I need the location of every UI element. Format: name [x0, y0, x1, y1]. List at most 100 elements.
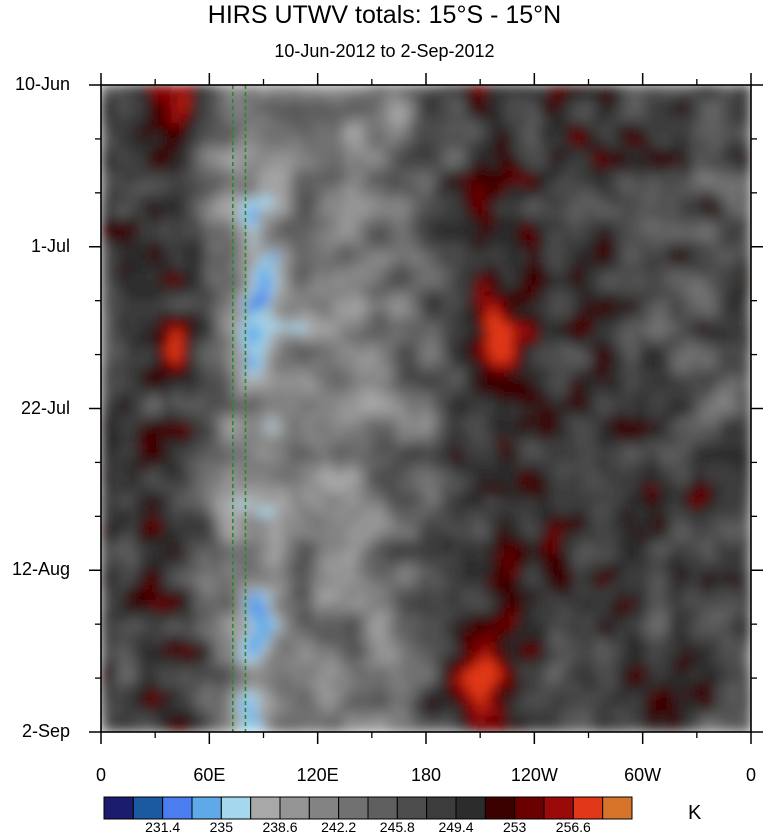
field-cell — [653, 346, 660, 356]
field-cell — [479, 354, 487, 363]
field-cell — [176, 115, 183, 125]
field-cell — [615, 192, 622, 202]
field-cell — [533, 138, 541, 148]
field-cell — [208, 269, 216, 279]
field-cell — [555, 346, 562, 356]
field-cell — [642, 261, 649, 271]
field-cell — [734, 161, 741, 171]
field-cell — [149, 300, 156, 309]
field-cell — [625, 123, 633, 132]
field-cell — [739, 300, 747, 309]
field-cell — [149, 238, 156, 248]
field-cell — [414, 292, 422, 302]
field-cell — [512, 292, 519, 302]
field-cell — [306, 300, 313, 309]
field-cell — [322, 184, 329, 194]
field-cell — [393, 192, 400, 202]
field-cell — [295, 176, 302, 186]
field-cell — [555, 323, 562, 332]
field-cell — [160, 392, 167, 402]
field-cell — [181, 246, 189, 255]
field-cell — [728, 261, 736, 271]
field-cell — [615, 392, 622, 402]
field-cell — [658, 146, 665, 155]
field-cell — [219, 207, 227, 217]
field-cell — [306, 130, 313, 140]
field-cell — [588, 238, 595, 248]
field-cell — [501, 284, 508, 294]
field-cell — [571, 392, 579, 402]
field-cell — [192, 315, 199, 325]
field-cell — [669, 392, 676, 402]
field-cell — [230, 153, 237, 163]
field-cell — [674, 99, 682, 109]
field-cell — [647, 346, 654, 356]
field-cell — [447, 346, 454, 356]
field-cell — [279, 85, 286, 94]
field-cell — [317, 123, 324, 132]
field-cell — [252, 92, 259, 101]
field-cell — [495, 284, 503, 294]
field-cell — [636, 192, 644, 202]
field-cell — [279, 330, 286, 340]
field-cell — [187, 176, 194, 186]
field-cell — [663, 323, 671, 332]
field-cell — [598, 115, 606, 125]
field-cell — [463, 215, 470, 225]
field-cell — [235, 315, 243, 325]
field-cell — [447, 138, 454, 148]
field-cell — [122, 130, 129, 140]
field-cell — [663, 384, 671, 394]
field-cell — [701, 146, 709, 155]
field-cell — [425, 85, 432, 94]
field-cell — [566, 115, 573, 125]
field-cell — [170, 315, 178, 325]
field-cell — [728, 107, 736, 117]
field-cell — [523, 284, 530, 294]
field-cell — [707, 169, 714, 178]
field-cell — [712, 354, 719, 363]
field-cell — [214, 246, 221, 255]
field-cell — [609, 346, 617, 356]
field-cell — [598, 85, 606, 94]
field-cell — [105, 338, 113, 348]
field-cell — [696, 176, 703, 186]
field-cell — [409, 346, 416, 356]
field-cell — [512, 192, 519, 202]
field-cell — [609, 207, 617, 217]
field-cell — [203, 115, 210, 125]
field-cell — [111, 261, 118, 271]
field-cell — [306, 99, 313, 109]
field-cell — [728, 230, 736, 240]
field-cell — [311, 400, 319, 409]
field-cell — [490, 246, 497, 255]
field-cell — [382, 300, 389, 309]
field-cell — [490, 292, 497, 302]
field-cell — [198, 138, 205, 148]
field-cell — [198, 392, 205, 402]
field-cell — [230, 138, 237, 148]
field-cell — [723, 169, 730, 178]
field-cell — [176, 246, 183, 255]
field-cell — [365, 192, 373, 202]
field-cell — [539, 284, 546, 294]
field-cell — [463, 184, 470, 194]
field-cell — [458, 153, 465, 163]
field-cell — [138, 153, 145, 163]
field-cell — [658, 354, 665, 363]
field-cell — [138, 377, 145, 386]
field-cell — [701, 354, 709, 363]
field-cell — [474, 307, 481, 317]
field-cell — [165, 223, 172, 232]
field-cell — [550, 361, 557, 371]
field-cell — [485, 107, 492, 117]
field-cell — [101, 146, 107, 155]
field-cell — [458, 284, 465, 294]
field-cell — [707, 115, 714, 125]
field-cell — [506, 346, 514, 356]
field-cell — [181, 338, 189, 348]
field-cell — [436, 223, 443, 232]
field-cell — [360, 223, 367, 232]
field-cell — [111, 161, 118, 171]
field-cell — [409, 369, 416, 379]
